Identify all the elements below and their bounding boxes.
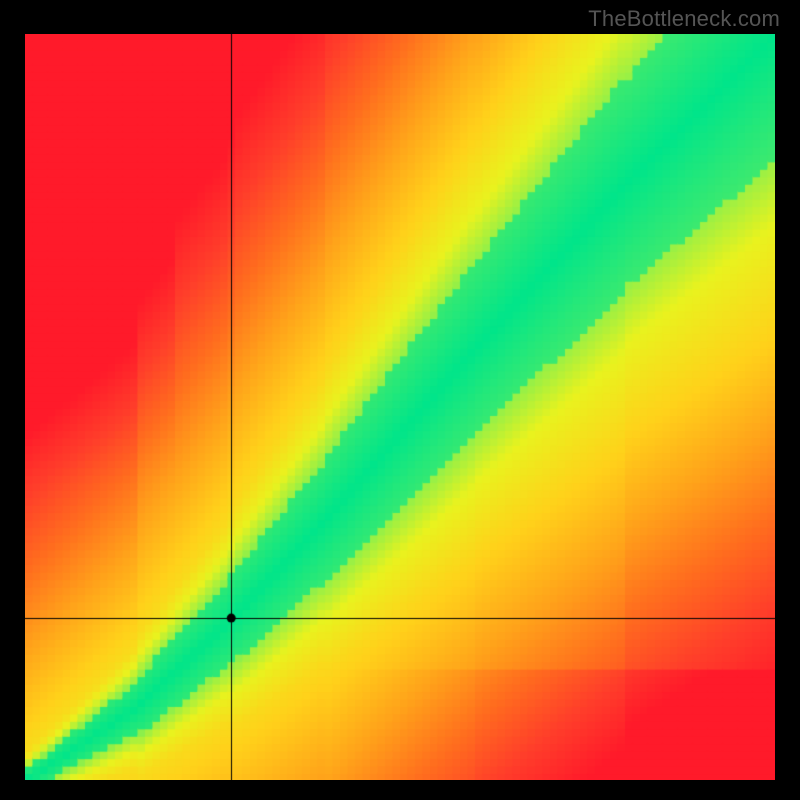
chart-container: TheBottleneck.com bbox=[0, 0, 800, 800]
watermark-text: TheBottleneck.com bbox=[588, 6, 780, 32]
bottleneck-heatmap bbox=[25, 34, 775, 780]
